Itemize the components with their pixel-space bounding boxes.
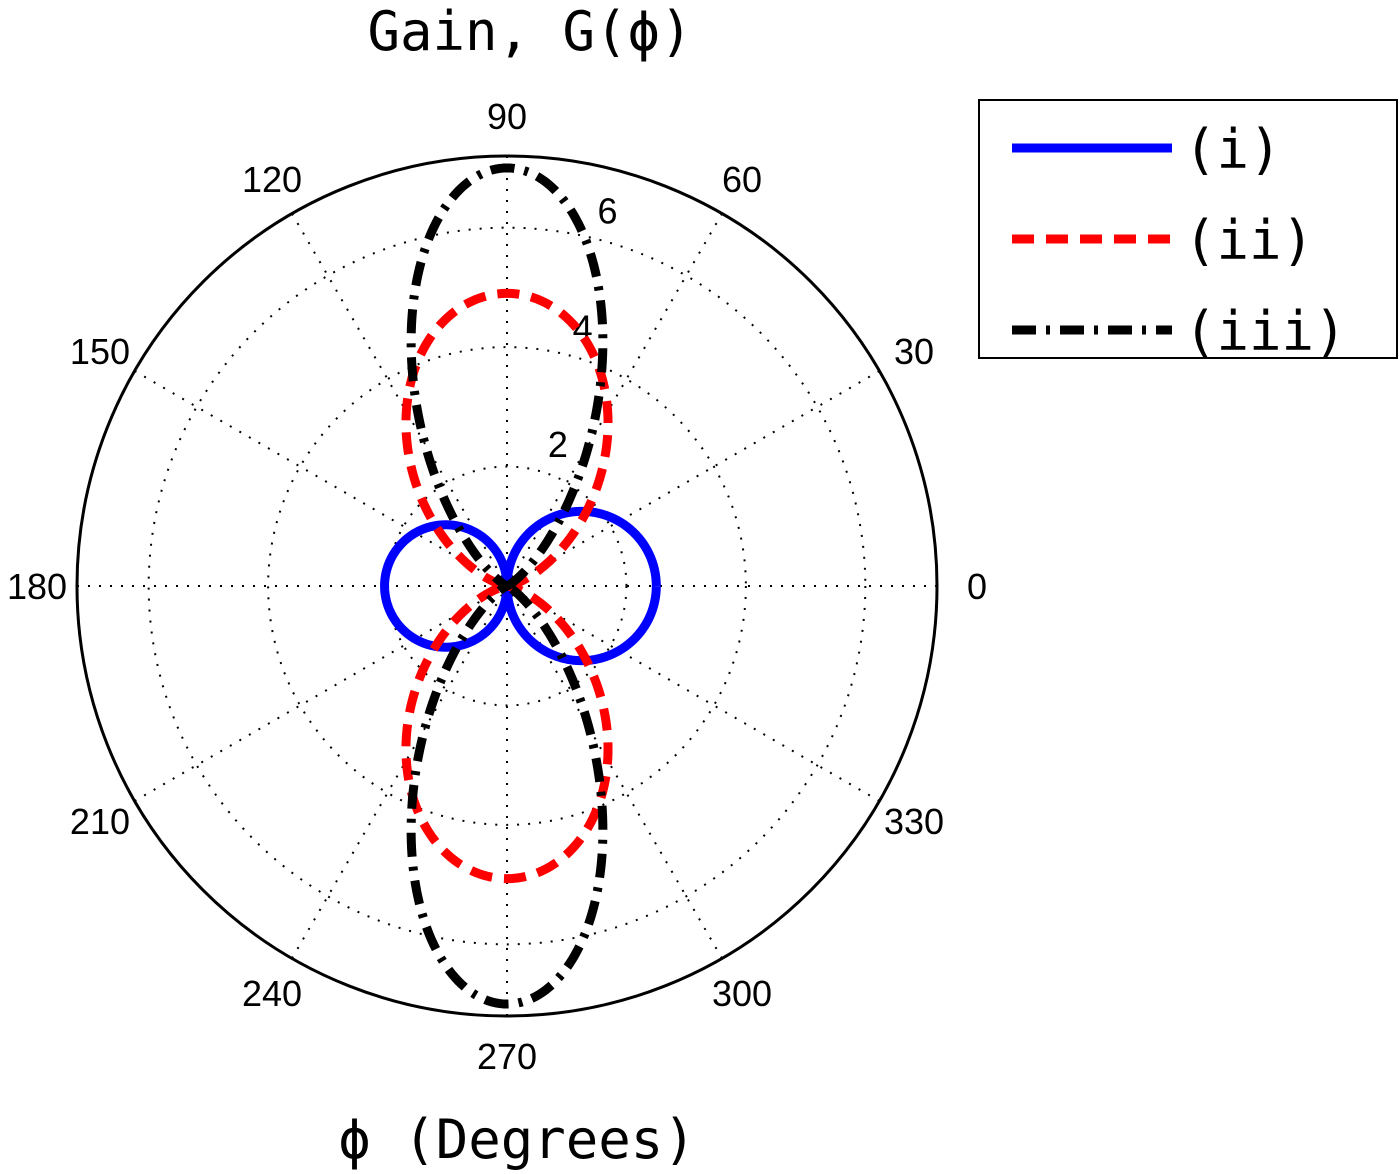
angle-tick-label-60: 60	[722, 159, 762, 200]
legend-label-2: (ii)	[1184, 209, 1314, 272]
radius-grid-circle-4	[267, 346, 747, 826]
legend-label-1: (i)	[1184, 118, 1282, 181]
radius-grid-circle-6	[147, 226, 867, 946]
legend-box	[978, 99, 1398, 359]
angle-tick-label-210: 210	[70, 801, 130, 842]
angle-tick-labels: 0 30 60 90 120 150 180 210 240 270 300 330	[7, 96, 987, 1077]
series-layer	[380, 163, 661, 1009]
angle-tick-label-180: 180	[7, 566, 67, 607]
polar-outer-circle	[75, 154, 939, 1018]
angle-tick-label-30: 30	[894, 331, 934, 372]
radius-tick-label-2: 2	[548, 424, 568, 465]
legend-items: (i) (ii) (iii)	[1012, 118, 1347, 363]
angle-tick-label-300: 300	[712, 973, 772, 1014]
angle-tick-label-0: 0	[967, 566, 987, 607]
angle-tick-label-330: 330	[884, 801, 944, 842]
radius-tick-label-6: 6	[598, 190, 618, 231]
angle-tick-label-150: 150	[70, 331, 130, 372]
legend: (i) (ii) (iii)	[978, 99, 1398, 363]
series-line-1	[380, 506, 661, 666]
x-axis-label: ϕ (Degrees)	[338, 1108, 696, 1171]
angle-tick-label-240: 240	[242, 973, 302, 1014]
legend-label-3: (iii)	[1184, 300, 1347, 363]
angle-tick-label-270: 270	[477, 1036, 537, 1077]
chart-title: Gain, G(ϕ)	[367, 0, 692, 63]
series-line-3	[406, 163, 608, 1009]
angle-tick-label-120: 120	[242, 159, 302, 200]
angle-tick-label-90: 90	[487, 96, 527, 137]
